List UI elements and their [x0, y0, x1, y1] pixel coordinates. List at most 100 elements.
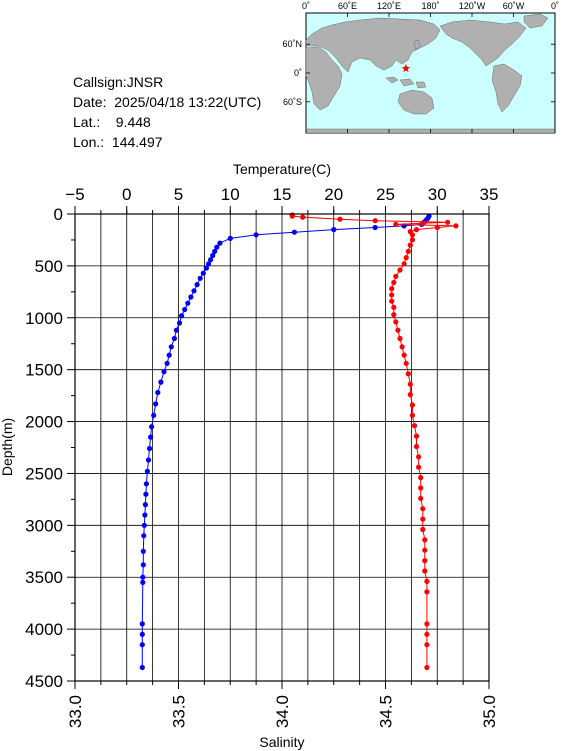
temperature-point — [171, 335, 177, 342]
salinity-point — [393, 319, 399, 325]
temperature-tick-label: 25 — [376, 185, 395, 204]
salinity-point — [399, 344, 405, 350]
temperature-point — [151, 412, 157, 418]
map-lon-tick-label: 120˚W — [459, 1, 486, 11]
lon-text: Lon.: 144.497 — [73, 134, 163, 150]
temperature-point — [143, 481, 149, 487]
land-indonesia — [385, 76, 427, 89]
salinity-point — [391, 312, 397, 318]
temperature-tick-label: −5 — [65, 185, 84, 204]
map-lat-tick-label: 60˚S — [283, 97, 302, 107]
salinity-tick-label: 33.0 — [66, 695, 85, 728]
salinity-point — [424, 664, 430, 671]
temperature-point — [140, 579, 146, 586]
land-greenland — [523, 13, 549, 29]
salinity-tick-label: 35.0 — [480, 695, 499, 728]
temperature-point — [146, 445, 153, 452]
salinity-line — [291, 215, 456, 668]
salinity-point — [403, 255, 409, 261]
salinity-point — [413, 227, 420, 233]
date-text: Date: 2025/04/18 13:22(UTC) — [73, 94, 262, 110]
temperature-tick-label: 0 — [122, 185, 131, 204]
salinity-point — [401, 352, 407, 358]
temperature-tick-label: 35 — [480, 185, 499, 204]
salinity-point — [401, 261, 407, 267]
depth-tick-label: 500 — [35, 257, 63, 276]
depth-tick-label: 2000 — [25, 413, 63, 432]
salinity-point — [413, 443, 420, 450]
depth-tick-label: 2500 — [25, 464, 63, 483]
salinity-point — [397, 267, 403, 273]
salinity-point — [407, 381, 413, 387]
salinity-point — [416, 454, 422, 460]
temperature-point — [139, 621, 145, 627]
temperature-tick-label: 10 — [221, 185, 240, 204]
map-lon-tick-label: 120˚E — [377, 1, 401, 11]
temperature-point — [214, 244, 220, 250]
depth-tick-label: 4000 — [25, 620, 63, 639]
temperature-point — [168, 344, 174, 350]
temperature-point — [197, 275, 203, 281]
salinity-point — [409, 232, 415, 238]
temperature-point — [158, 379, 164, 385]
temperature-point — [227, 235, 233, 241]
salinity-point — [422, 547, 428, 553]
salinity-point — [418, 485, 424, 491]
salinity-series — [289, 212, 459, 671]
salinity-point — [389, 298, 395, 304]
temperature-point — [253, 232, 259, 238]
salinity-point — [397, 335, 403, 342]
temperature-point — [182, 306, 188, 313]
temperature-tick-label: 15 — [273, 185, 292, 204]
temperature-point — [164, 360, 170, 366]
salinity-point — [411, 423, 418, 429]
salinity-point — [391, 304, 397, 310]
salinity-point — [418, 495, 424, 501]
salinity-point — [407, 392, 413, 398]
salinity-point — [420, 516, 426, 522]
salinity-point — [403, 360, 409, 366]
temperature-point — [145, 457, 152, 463]
temperature-point — [143, 491, 149, 497]
map-lat-tick-label: 0˚ — [294, 68, 302, 78]
map-landmasses — [305, 13, 556, 134]
salinity-point — [418, 475, 424, 481]
land-south-america — [491, 63, 523, 113]
salinity-point — [424, 631, 430, 637]
salinity-point — [389, 286, 395, 292]
salinity-point — [453, 223, 459, 229]
temperature-point — [139, 631, 145, 637]
salinity-tick-label: 34.0 — [273, 695, 292, 728]
temperature-point — [161, 369, 167, 375]
salinity-point — [416, 464, 422, 470]
station-star-icon — [401, 64, 411, 73]
temperature-point — [149, 424, 155, 430]
salinity-point — [393, 221, 399, 227]
depth-tick-label: 0 — [54, 205, 63, 224]
salinity-point — [434, 224, 440, 231]
salinity-point — [413, 433, 420, 439]
temperature-series — [139, 213, 432, 671]
temperature-axis-label: Temperature(C) — [233, 161, 331, 177]
temperature-point — [173, 327, 179, 333]
temperature-point — [372, 224, 378, 231]
salinity-point — [420, 220, 426, 226]
temperature-point — [144, 468, 150, 474]
temperature-point — [212, 248, 218, 254]
temperature-tick-label: 5 — [174, 185, 183, 204]
temperature-point — [205, 261, 212, 267]
salinity-axis-label: Salinity — [259, 734, 304, 750]
salinity-point — [420, 526, 426, 533]
temperature-point — [148, 434, 154, 440]
land-japan — [413, 39, 421, 51]
temperature-point — [210, 252, 216, 259]
salinity-point — [420, 506, 426, 512]
map-lon-tick-label: 60˚W — [503, 1, 525, 11]
temperature-point — [185, 300, 191, 306]
depth-tick-label: 1500 — [25, 361, 63, 380]
station-marker — [401, 64, 411, 73]
salinity-point — [424, 578, 430, 585]
salinity-point — [300, 214, 306, 220]
